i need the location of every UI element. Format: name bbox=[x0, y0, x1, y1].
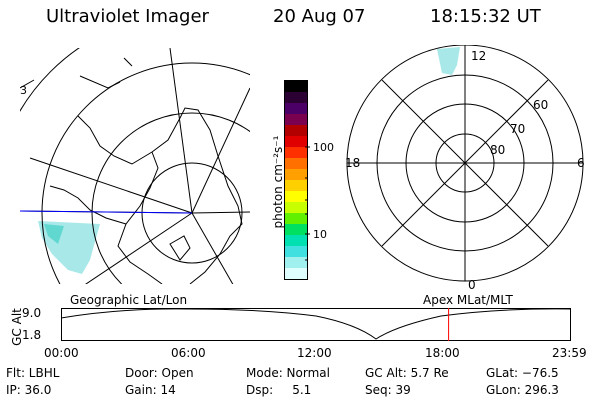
colorbar-band bbox=[285, 257, 307, 269]
colorbar bbox=[284, 80, 308, 280]
status-dsp: Dsp: 5.1 bbox=[246, 383, 312, 397]
status-gain: Gain: 14 bbox=[125, 383, 176, 397]
colorbar-band bbox=[285, 202, 307, 214]
apex-title: Apex MLat/MLT bbox=[423, 293, 513, 307]
altitude-curve bbox=[60, 308, 572, 340]
colorbar-band bbox=[285, 169, 307, 181]
timeline-xtick-1800: 18:00 bbox=[425, 346, 460, 360]
colorbar-gradient bbox=[285, 81, 307, 280]
colorbar-band bbox=[285, 158, 307, 170]
lat-label-60: 60 bbox=[533, 98, 548, 112]
date-label: 20 Aug 07 bbox=[273, 6, 366, 27]
mlt-label-6: 6 bbox=[577, 156, 585, 170]
colorbar-band bbox=[285, 81, 307, 93]
status-ip: IP: 36.0 bbox=[6, 383, 52, 397]
status-seq: Seq: 39 bbox=[365, 383, 411, 397]
colorbar-band bbox=[285, 191, 307, 203]
geographic-map-panel: 3 bbox=[19, 48, 250, 284]
colorbar-band bbox=[285, 103, 307, 115]
colorbar-tick-100: 100 bbox=[313, 141, 334, 154]
colorbar-band bbox=[285, 180, 307, 192]
map-partial-label: 3 bbox=[20, 84, 27, 97]
lat-label-70: 70 bbox=[510, 122, 525, 136]
colorbar-band bbox=[285, 147, 307, 159]
colorbar-tick-10: 10 bbox=[313, 228, 327, 241]
colorbar-ticks: 100 10 bbox=[305, 141, 334, 261]
colorbar-band bbox=[285, 235, 307, 247]
colorbar-band bbox=[285, 213, 307, 225]
mlt-label-12: 12 bbox=[471, 49, 486, 63]
status-glat: GLat: −76.5 bbox=[486, 366, 559, 380]
colorbar-band bbox=[285, 246, 307, 258]
timeline-ytick-top: 9.0 bbox=[22, 306, 42, 320]
timeline-xtick-0000: 00:00 bbox=[44, 346, 79, 360]
lat-label-80: 80 bbox=[490, 143, 505, 157]
geographic-title: Geographic Lat/Lon bbox=[70, 293, 188, 307]
mlt-label-0: 0 bbox=[468, 278, 476, 290]
instrument-title: Ultraviolet Imager bbox=[46, 6, 209, 27]
polar-plot-panel: 12 18 6 0 60 70 80 bbox=[340, 44, 600, 292]
timeline-xtick-1200: 12:00 bbox=[297, 346, 332, 360]
polar-plot: 12 18 6 0 60 70 80 bbox=[345, 44, 585, 292]
colorbar-band bbox=[285, 114, 307, 126]
timeline-plot bbox=[60, 308, 572, 341]
status-flt: Flt: LBHL bbox=[6, 366, 60, 380]
status-glon: GLon: 296.3 bbox=[486, 383, 559, 397]
orbit-track-line bbox=[19, 210, 193, 214]
colorbar-band bbox=[285, 92, 307, 104]
polar-aurora-patch bbox=[437, 47, 460, 75]
status-gc-alt: GC Alt: 5.7 Re bbox=[365, 366, 449, 380]
mlt-label-18: 18 bbox=[345, 156, 360, 170]
status-mode: Mode: Normal bbox=[246, 366, 330, 380]
colorbar-band bbox=[285, 268, 307, 280]
colorbar-band bbox=[285, 136, 307, 148]
colorbar-unit-label: photon cm⁻²s⁻¹ bbox=[271, 135, 285, 229]
timeline-xtick-2359: 23:59 bbox=[552, 346, 587, 360]
status-door: Door: Open bbox=[125, 366, 194, 380]
aurora-bright-spot bbox=[44, 224, 64, 244]
timeline-ytick-bottom: 1.8 bbox=[22, 328, 42, 342]
colorbar-band bbox=[285, 125, 307, 137]
time-label: 18:15:32 UT bbox=[430, 6, 541, 27]
timeline-xtick-0600: 06:00 bbox=[171, 346, 206, 360]
colorbar-band bbox=[285, 224, 307, 236]
timeline-svg bbox=[60, 308, 572, 341]
geographic-map: 3 bbox=[19, 48, 250, 284]
